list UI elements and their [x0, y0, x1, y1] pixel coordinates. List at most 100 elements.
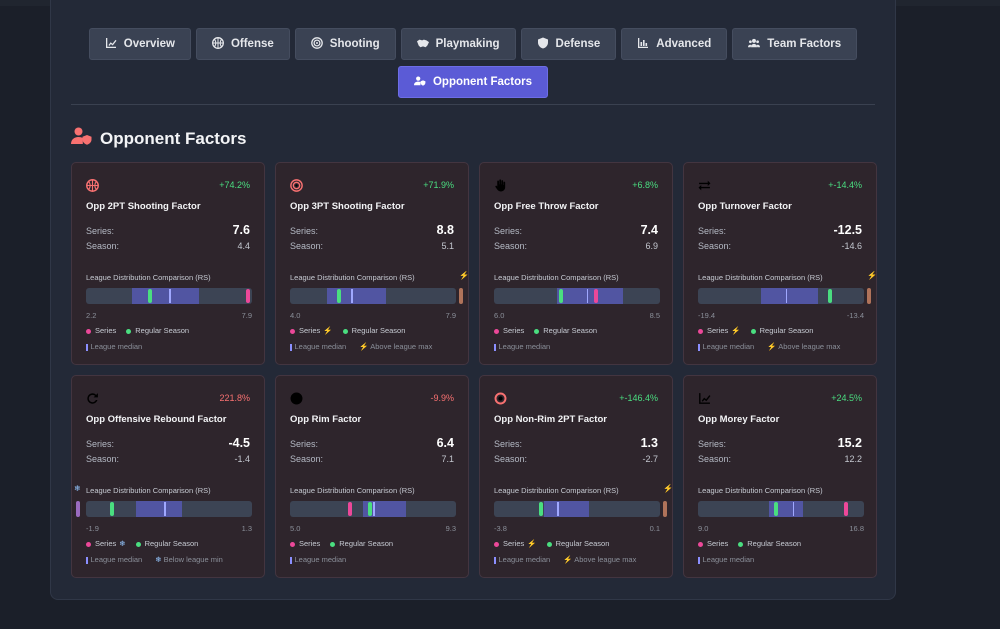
series-row: Series: 7.6 [86, 223, 250, 239]
legend-label: Below league min [163, 555, 223, 564]
season-value: 5.1 [441, 241, 454, 251]
range-min: 4.0 [290, 311, 301, 320]
season-dot [750, 328, 756, 334]
range-min: 5.0 [290, 524, 301, 533]
season-value: 12.2 [844, 454, 862, 464]
series-marker [246, 289, 251, 303]
legend-label: League median [498, 342, 551, 351]
bolt-icon: ⚡ [767, 342, 777, 351]
legend-below-min: ❄ Below league min [152, 555, 223, 564]
tab-label: Offense [230, 38, 274, 50]
series-dot [290, 328, 295, 334]
tab-defense[interactable]: Defense [520, 28, 617, 60]
legend-season: Regular Season [135, 539, 199, 548]
series-label: Series: [698, 226, 727, 236]
median-marker [169, 289, 171, 303]
distribution-title: League Distribution Comparison (RS) [494, 273, 619, 282]
legend-median: League median [290, 555, 346, 564]
range-min: 6.0 [494, 311, 505, 320]
legend-markers: Series ❄ Regular Season [86, 539, 198, 548]
basketball-icon [212, 36, 224, 52]
legend-series: Series ⚡ [290, 326, 333, 335]
distribution-bar [290, 501, 456, 517]
distribution-bar [86, 288, 252, 304]
series-value: 15.2 [837, 436, 862, 450]
factor-card: +74.2% Opp 2PT Shooting Factor Series: 7.6 S… [71, 162, 265, 365]
median-tick [698, 343, 700, 351]
change-percent: +74.2% [219, 180, 250, 190]
legend-series: Series ❄ [86, 539, 126, 548]
legend-reference: League median ❄ Below league min [86, 555, 223, 564]
season-row: Season: 7.1 [290, 454, 454, 468]
legend-label: Regular Season [144, 539, 199, 548]
season-label: Season: [86, 241, 120, 251]
tab-opponent-factors[interactable]: Opponent Factors [397, 66, 549, 98]
redo-icon [86, 392, 99, 405]
series-marker [348, 502, 353, 516]
tab-offense[interactable]: Offense [195, 28, 290, 60]
legend-reference: League median [494, 342, 550, 351]
series-dot [86, 328, 91, 334]
series-row: Series: -4.5 [86, 436, 250, 452]
legend-label: League median [294, 342, 347, 351]
season-dot [738, 541, 744, 547]
series-row: Series: 8.8 [290, 223, 454, 239]
tab-team-factors[interactable]: Team Factors [732, 28, 858, 60]
series-label: Series: [698, 439, 727, 449]
median-tick [290, 343, 292, 351]
season-value: 6.9 [645, 241, 658, 251]
main-panel: Overview Offense Shooting Playmaking Defense… [50, 0, 896, 600]
legend-series: Series [86, 326, 116, 335]
factor-card: +24.5% Opp Morey Factor Series: 15.2 Season:… [683, 375, 877, 578]
legend-markers: Series ⚡ Regular Season [290, 326, 405, 335]
median-tick [86, 556, 88, 564]
series-label: Series: [290, 226, 319, 236]
legend-label: League median [90, 555, 143, 564]
season-marker [110, 502, 115, 516]
distribution-title: League Distribution Comparison (RS) [494, 486, 619, 495]
legend-label: Regular Season [339, 539, 394, 548]
tab-shooting[interactable]: Shooting [294, 28, 396, 60]
distribution-bar [698, 501, 864, 517]
basketball-icon [86, 178, 99, 192]
legend-markers: Series Regular Season [290, 539, 393, 548]
card-title: Opp Rim Factor [290, 414, 362, 425]
season-marker [336, 289, 341, 303]
distribution-bar [290, 288, 456, 304]
season-row: Season: 5.1 [290, 241, 454, 255]
bolt-icon: ⚡ [359, 342, 369, 351]
tab-label: Playmaking [435, 38, 500, 50]
series-label: Series: [86, 226, 115, 236]
season-dot [534, 328, 540, 334]
tab-overview[interactable]: Overview [88, 28, 191, 60]
card-title: Opp Non-Rim 2PT Factor [494, 414, 607, 425]
range-labels: 9.0 16.8 [698, 524, 864, 533]
factor-card: +-146.4% Opp Non-Rim 2PT Factor Series: 1.3… [479, 375, 673, 578]
season-label: Season: [698, 454, 732, 464]
chart-bar-icon [637, 37, 649, 52]
median-marker [792, 502, 795, 516]
range-max: -13.4 [846, 311, 864, 320]
legend-label: Regular Season [555, 539, 610, 548]
season-label: Season: [86, 454, 120, 464]
legend-label: Above league max [778, 342, 841, 351]
legend-season: Regular Season [534, 326, 597, 335]
tab-bar: Overview Offense Shooting Playmaking Defense… [51, 28, 895, 60]
tab-label: Advanced [656, 38, 712, 50]
range-labels: -1.9 1.3 [86, 524, 252, 533]
season-label: Season: [698, 241, 732, 251]
legend-label: Regular Season [543, 326, 598, 335]
season-row: Season: 4.4 [86, 241, 250, 255]
legend-season: Regular Season [330, 539, 393, 548]
chart-line-icon [698, 392, 711, 405]
tab-playmaking[interactable]: Playmaking [400, 28, 516, 60]
bolt-icon: ⚡ [663, 484, 673, 493]
legend-label: League median [702, 342, 755, 351]
series-label: Series: [290, 439, 319, 449]
range-max: 9.3 [445, 524, 456, 533]
legend-reference: League median ⚡ Above league max [698, 342, 840, 351]
series-value: 8.8 [436, 223, 454, 237]
legend-label: Series [707, 539, 729, 548]
tab-advanced[interactable]: Advanced [621, 28, 728, 60]
legend-label: Series [95, 326, 117, 335]
